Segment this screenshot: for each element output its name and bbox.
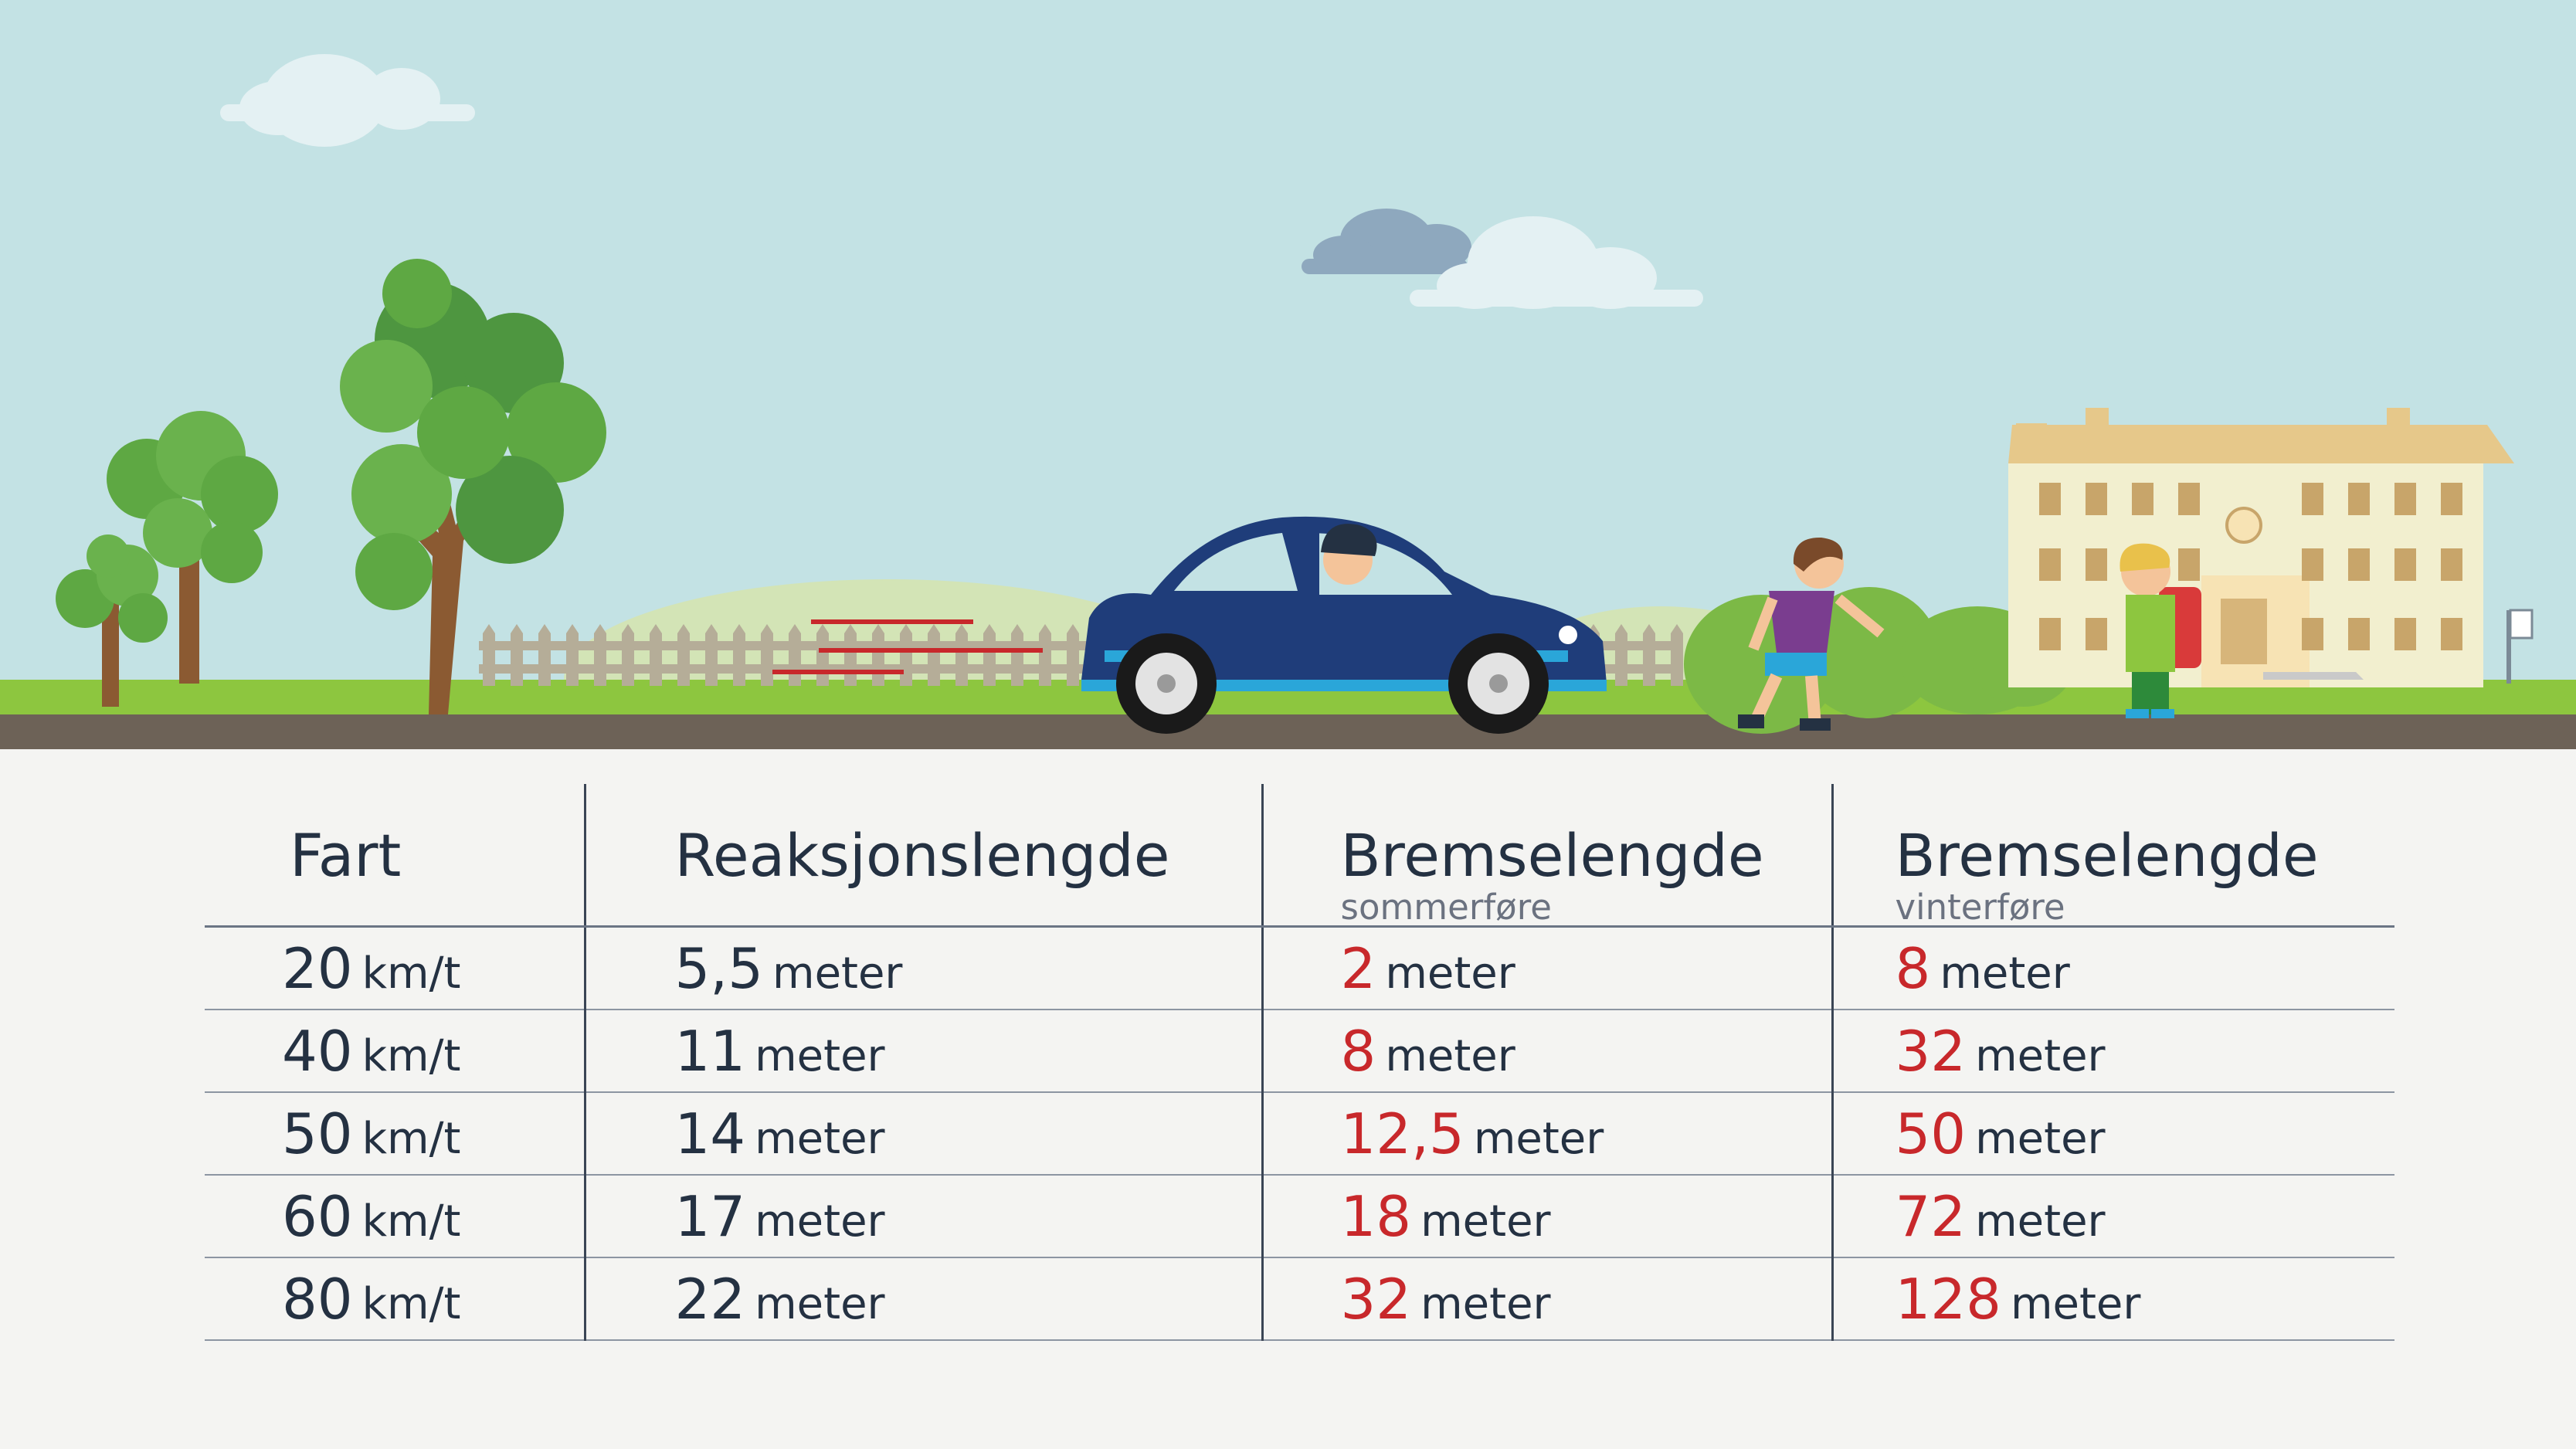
braking-distance-table: Fart Reaksjonslengde Bremselengde sommer… — [205, 784, 2394, 1341]
header-brems-vinter-sub: vinterføre — [1895, 887, 2065, 928]
traffic-illustration — [0, 0, 2576, 749]
cell-summer: 12,5 meter — [1261, 1092, 1832, 1176]
tree-large — [340, 259, 606, 714]
cell-speed: 40 km/t — [205, 1010, 585, 1093]
cloud-dark — [1302, 209, 1471, 274]
header-brems-vinter: Bremselengde vinterføre — [1831, 784, 2394, 928]
car — [1081, 516, 1607, 734]
cell-winter: 32 meter — [1831, 1010, 2394, 1093]
header-brems-sommer-sub: sommerføre — [1340, 887, 1552, 928]
cell-winter: 8 meter — [1831, 926, 2394, 1010]
header-fart: Fart — [205, 784, 585, 928]
cell-winter: 50 meter — [1831, 1092, 2394, 1176]
school-building — [2008, 408, 2514, 687]
cell-summer: 8 meter — [1261, 1010, 1832, 1093]
running-child — [1738, 537, 1885, 731]
cell-speed: 20 km/t — [205, 926, 585, 1010]
table-row: 80 km/t 22 meter 32 meter 128 meter — [205, 1257, 2394, 1341]
cell-reaction: 11 meter — [583, 1010, 1262, 1093]
fence-posts — [483, 624, 1683, 686]
table-row: 60 km/t 17 meter 18 meter 72 meter — [205, 1175, 2394, 1258]
tree-medium — [107, 411, 278, 684]
cell-winter: 72 meter — [1831, 1175, 2394, 1258]
table-row: 50 km/t 14 meter 12,5 meter 50 meter — [205, 1092, 2394, 1176]
road — [0, 714, 2576, 749]
cell-reaction: 14 meter — [583, 1092, 1262, 1176]
table-row: 20 km/t 5,5 meter 2 meter 8 meter — [205, 926, 2394, 1010]
cell-winter: 128 meter — [1831, 1257, 2394, 1341]
cell-reaction: 22 meter — [583, 1257, 1262, 1341]
table-row: 40 km/t 11 meter 8 meter 32 meter — [205, 1010, 2394, 1093]
basketball-hoop — [2506, 609, 2534, 684]
table-header-row: Fart Reaksjonslengde Bremselengde sommer… — [205, 784, 2394, 928]
cell-summer: 32 meter — [1261, 1257, 1832, 1341]
header-brems-sommer: Bremselengde sommerføre — [1261, 784, 1832, 928]
header-reaksjon: Reaksjonslengde — [583, 784, 1262, 928]
school-windows — [2039, 483, 2462, 650]
standing-child — [2120, 543, 2201, 718]
illustration-scene — [0, 0, 2576, 749]
cell-reaction: 5,5 meter — [583, 926, 1262, 1010]
cell-summer: 18 meter — [1261, 1175, 1832, 1258]
cell-speed: 80 km/t — [205, 1257, 585, 1341]
braking-distance-table-area: Fart Reaksjonslengde Bremselengde sommer… — [0, 749, 2576, 1449]
cell-speed: 50 km/t — [205, 1092, 585, 1176]
speed-lines — [772, 619, 1043, 674]
tree-small — [56, 534, 168, 707]
cell-summer: 2 meter — [1261, 926, 1832, 1010]
ramp — [2263, 672, 2364, 680]
cloud-left — [220, 54, 475, 147]
cloud-right — [1410, 216, 1703, 309]
cell-reaction: 17 meter — [583, 1175, 1262, 1258]
cell-speed: 60 km/t — [205, 1175, 585, 1258]
